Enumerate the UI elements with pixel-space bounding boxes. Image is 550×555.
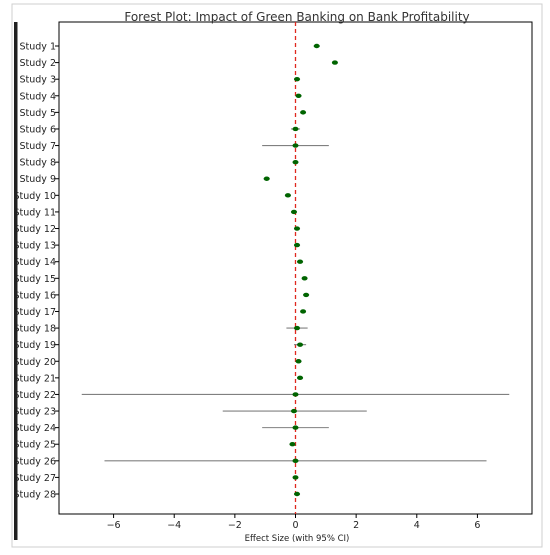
effect-point [289,442,296,447]
x-tick-label: −6 [107,520,121,531]
y-tick-label: Study 10 [13,191,56,202]
effect-point [263,176,270,181]
effect-point [313,43,320,49]
y-tick-label: Study 11 [13,207,56,218]
figure-border [11,3,543,548]
y-tick-label: Study 28 [13,490,56,501]
effect-point [284,193,291,198]
x-tick-label: 2 [353,520,359,531]
y-tick-label: Study 4 [20,91,57,102]
y-tick-label: Study 6 [20,124,57,135]
x-axis-label: Effect Size (with 95% CI) [245,534,350,544]
y-tick-label: Study 3 [20,75,57,86]
y-tick-label: Study 9 [20,174,57,185]
y-tick-label: Study 7 [20,141,57,152]
effect-point [297,342,304,347]
effect-point [294,325,301,331]
y-tick-label: Study 2 [20,58,57,69]
y-tick-label: Study 8 [20,158,57,169]
left-edge-bar [14,22,18,540]
effect-point [294,242,301,248]
effect-point [292,392,299,397]
chart-title: Forest Plot: Impact of Green Banking on … [124,10,469,24]
y-tick-label: Study 15 [13,274,56,285]
effect-point [292,425,299,430]
effect-point [290,408,297,414]
y-tick-label: Study 25 [13,440,56,451]
chart-marks: −6 −4 −2 0 2 4 6 Study 1 Study 2 Study 3 Study 4 St… [13,22,510,531]
effect-point [331,60,338,65]
y-tick-label: Study 16 [13,290,56,301]
effect-point [292,159,299,165]
effect-point [295,93,302,98]
effect-point [303,292,310,298]
y-tick-label: Study 19 [13,340,56,351]
y-tick-label: Study 23 [13,407,56,418]
effect-point [297,375,304,381]
y-tick-label: Study 18 [13,324,56,335]
x-tick-label: −2 [228,520,242,531]
y-tick-label: Study 24 [13,423,56,434]
y-tick-label: Study 17 [13,307,56,318]
effect-point [292,126,299,132]
y-tick-label: Study 13 [13,241,56,252]
effect-point [294,491,301,497]
effect-point [290,209,297,215]
effect-point [295,359,302,364]
x-tick-label: 0 [292,520,298,531]
effect-point [294,226,301,231]
effect-point [300,309,307,314]
y-tick-label: Study 22 [13,390,56,401]
y-tick-label: Study 12 [13,224,56,235]
x-tick-label: −4 [167,520,181,531]
y-tick-label: Study 21 [13,373,56,384]
x-tick-label: 6 [474,520,480,531]
effect-point [297,259,304,264]
effect-point [294,76,301,82]
effect-point [301,276,308,281]
y-tick-label: Study 20 [13,357,56,368]
y-tick-label: Study 27 [13,473,56,484]
y-tick-label: Study 5 [20,108,57,119]
y-tick-label: Study 14 [13,257,56,268]
y-tick-label: Study 26 [13,456,56,467]
y-tick-label: Study 1 [20,42,57,53]
x-tick-label: 4 [414,520,420,531]
effect-point [292,143,299,148]
effect-point [292,475,299,480]
effect-point [292,458,299,464]
effect-point [300,110,307,115]
